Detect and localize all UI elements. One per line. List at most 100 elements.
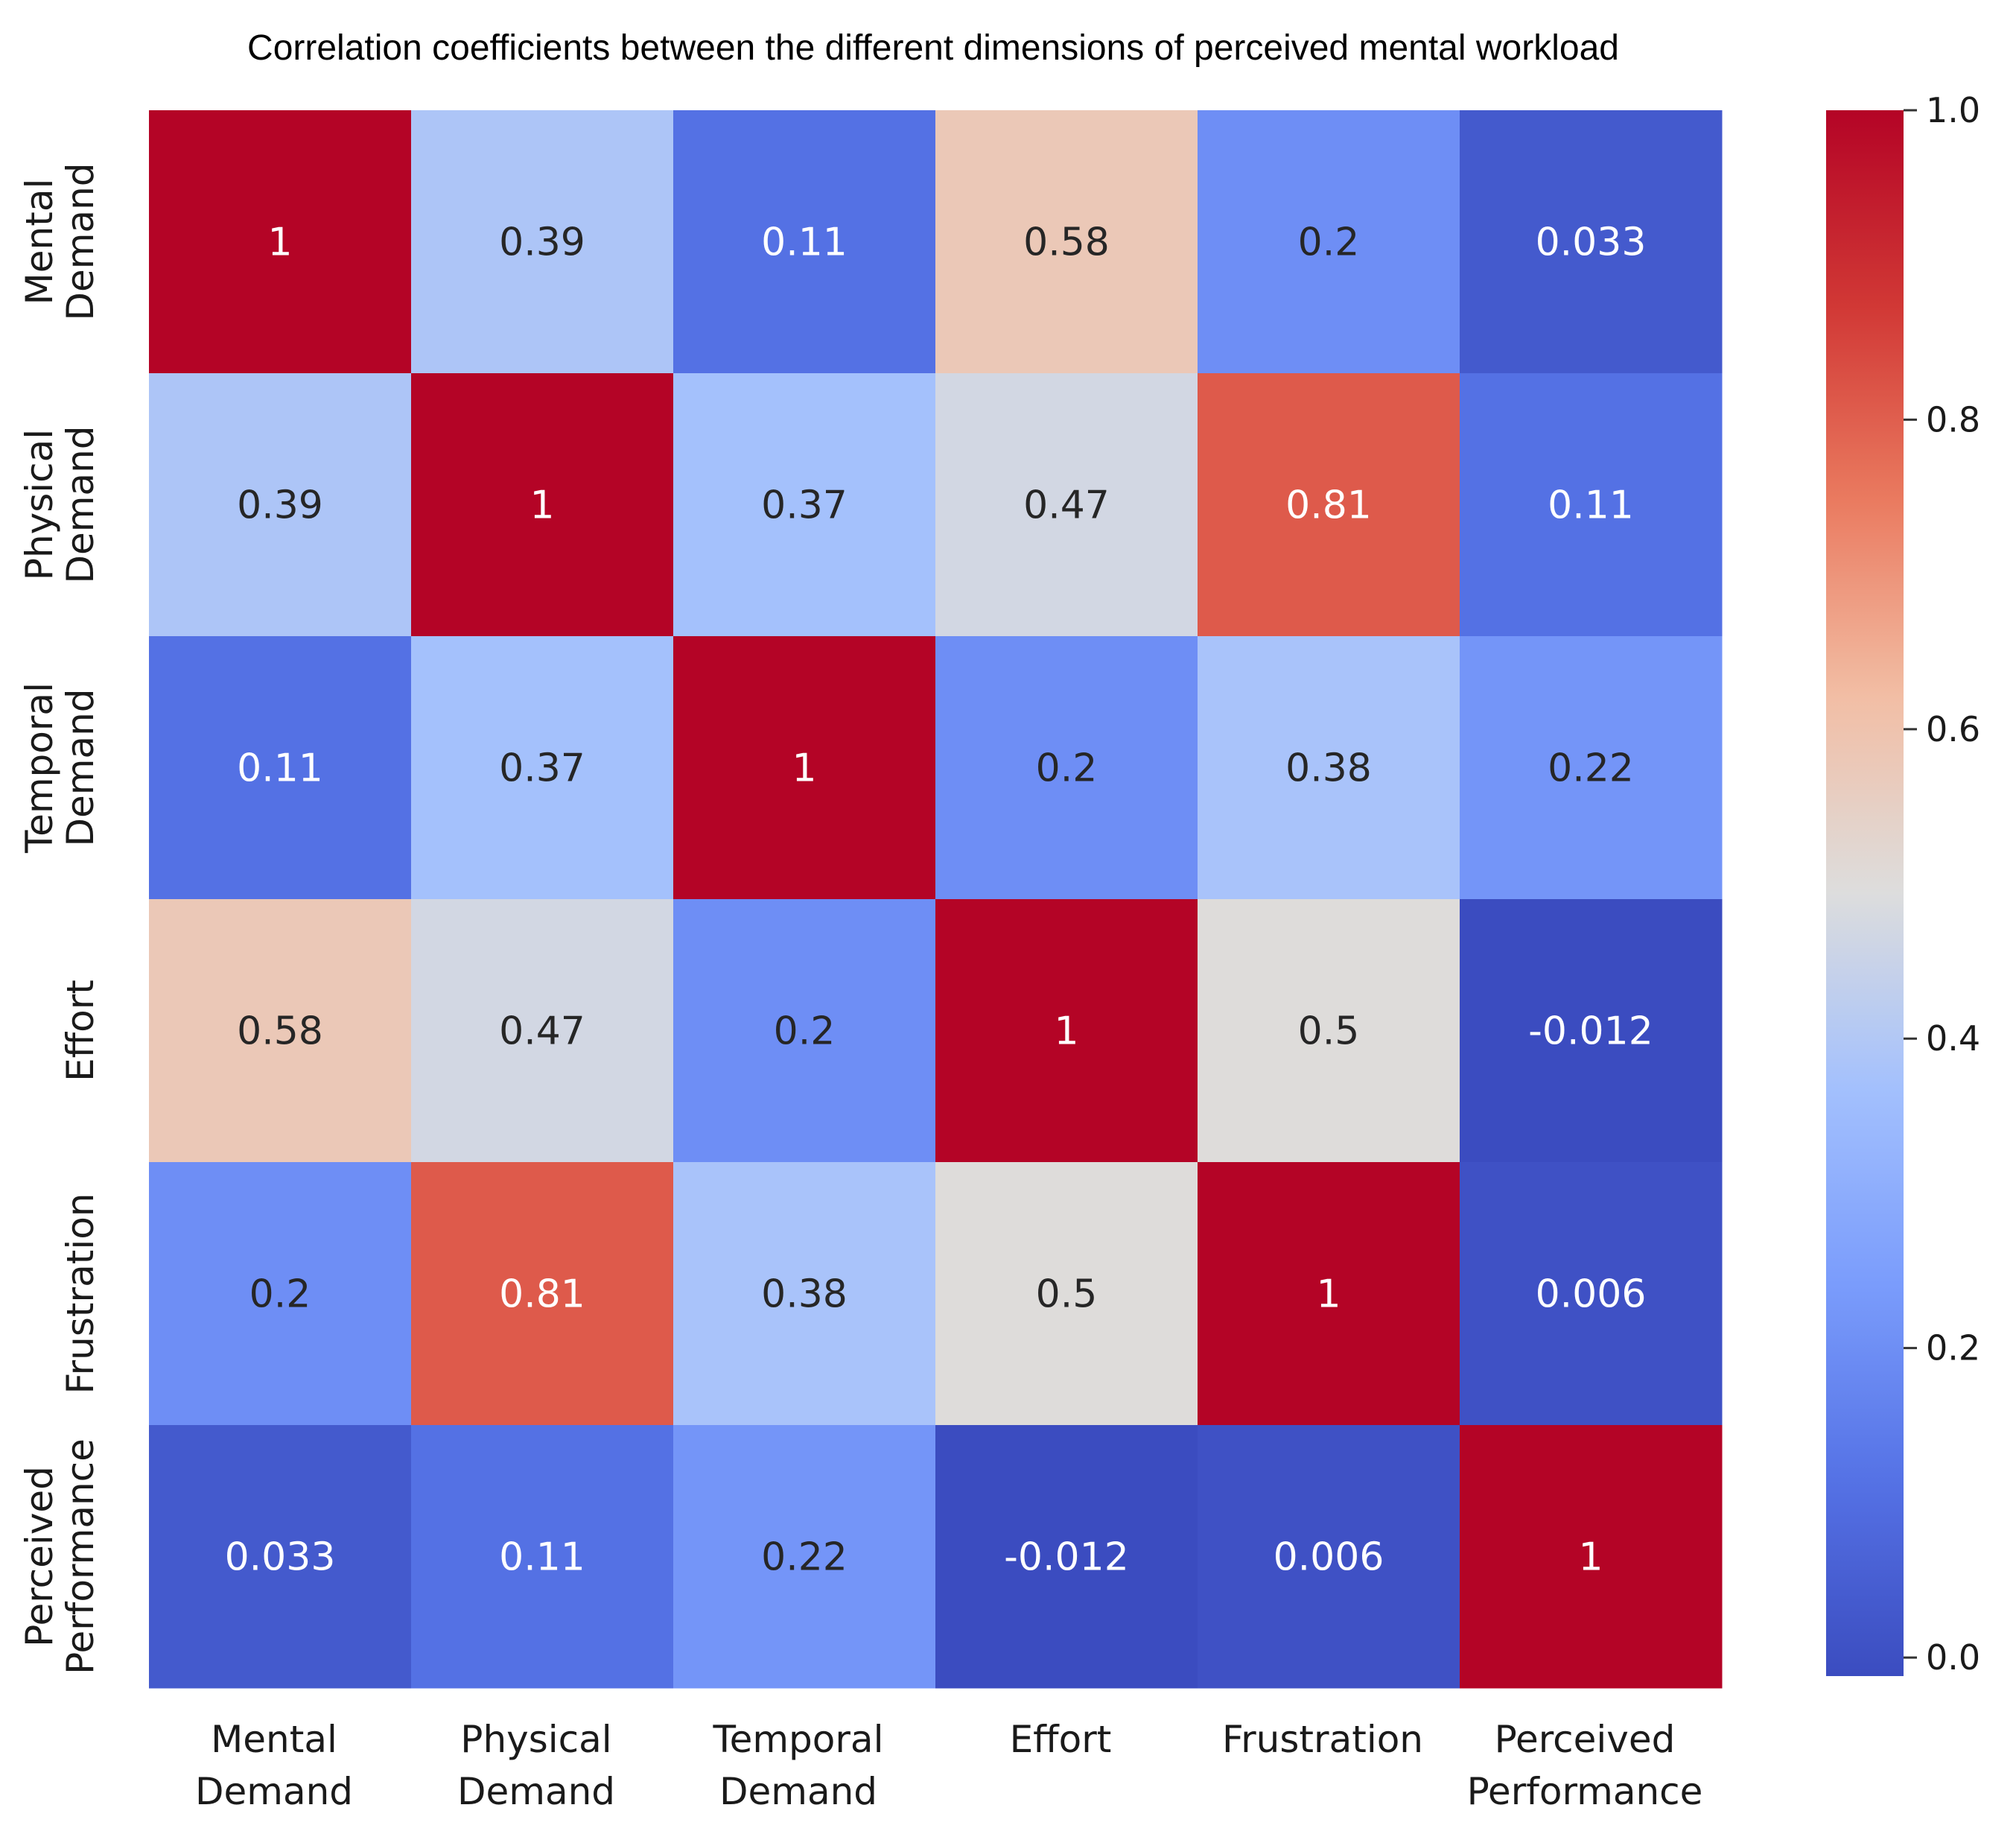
column-label-line: Mental bbox=[211, 1718, 337, 1761]
heatmap-cell bbox=[411, 636, 674, 900]
heatmap-cell bbox=[1460, 110, 1723, 374]
colorbar-tick-label: 0.6 bbox=[1926, 709, 1980, 749]
cell-value-label: 0.006 bbox=[1273, 1535, 1384, 1580]
cell-value-label: 0.5 bbox=[1298, 1009, 1360, 1054]
cell-value-label: 0.5 bbox=[1036, 1272, 1098, 1317]
column-label: Mental Demand bbox=[195, 1718, 353, 1813]
heatmap-cell bbox=[149, 636, 412, 900]
cell-value-label: 0.38 bbox=[761, 1272, 848, 1317]
heatmap-cell bbox=[149, 1162, 412, 1426]
heatmap-cell bbox=[673, 899, 936, 1163]
column-label-line: Demand bbox=[195, 1770, 353, 1813]
column-label: Frustration bbox=[1222, 1718, 1423, 1761]
colorbar-tick-label: 0.0 bbox=[1926, 1637, 1980, 1678]
row-label-line: Frustration bbox=[59, 1193, 102, 1395]
row-label-line: Physical bbox=[18, 429, 61, 580]
cell-value-label: 1 bbox=[1054, 1009, 1078, 1054]
heatmap-cell bbox=[935, 373, 1198, 637]
cell-value-label: 0.2 bbox=[1298, 220, 1360, 265]
cell-value-label: 0.37 bbox=[761, 483, 848, 528]
colorbar: 0.0 0.2 0.4 0.6 0.8 1.0 bbox=[1826, 90, 1980, 1678]
column-label-line: Performance bbox=[1467, 1770, 1703, 1813]
cell-value-label: 0.033 bbox=[225, 1535, 336, 1580]
column-axis-labels: Mental Demand Physical Demand Temporal Demand… bbox=[195, 1718, 1702, 1813]
row-label: Effort bbox=[59, 980, 102, 1082]
cell-value-label: 1 bbox=[1316, 1272, 1341, 1317]
heatmap-cell bbox=[1198, 1425, 1460, 1689]
cell-value-label: 0.11 bbox=[499, 1535, 585, 1580]
cell-value-label: 0.39 bbox=[237, 483, 323, 528]
heatmap-cell bbox=[411, 373, 674, 637]
cell-value-label: 0.033 bbox=[1536, 220, 1647, 265]
heatmap-cell bbox=[1460, 373, 1723, 637]
cell-value-label: 0.39 bbox=[499, 220, 585, 265]
cell-value-label: 0.11 bbox=[761, 220, 848, 265]
heatmap-cell bbox=[149, 899, 412, 1163]
row-label-line: Performance bbox=[59, 1438, 102, 1675]
column-label: Physical Demand bbox=[457, 1718, 615, 1813]
cell-value-label: 1 bbox=[792, 746, 816, 791]
cell-value-label: 1 bbox=[1578, 1535, 1603, 1580]
colorbar-tick-label: 0.8 bbox=[1926, 399, 1980, 440]
heatmap-cell bbox=[1198, 373, 1460, 637]
colorbar-tick-label: 1.0 bbox=[1926, 90, 1980, 130]
cell-value-label: 0.11 bbox=[237, 746, 323, 791]
row-label-line: Demand bbox=[59, 162, 102, 320]
heatmap-cell bbox=[411, 1162, 674, 1426]
cell-value-label: 1 bbox=[267, 220, 292, 265]
heatmap-cell bbox=[411, 1425, 674, 1689]
heatmap-cell bbox=[673, 1425, 936, 1689]
chart-title: Correlation coefficients between the dif… bbox=[247, 28, 1619, 68]
column-label-line: Temporal bbox=[713, 1718, 884, 1761]
column-label: Perceived Performance bbox=[1467, 1718, 1703, 1813]
cell-value-label: 0.38 bbox=[1285, 746, 1372, 791]
heatmap-cell bbox=[673, 636, 936, 900]
row-label-line: Effort bbox=[59, 980, 102, 1082]
cell-value-label: -0.012 bbox=[1528, 1009, 1653, 1054]
cell-value-label: 0.2 bbox=[774, 1009, 836, 1054]
heatmap-cell bbox=[1198, 636, 1460, 900]
heatmap-cell bbox=[935, 1425, 1198, 1689]
row-label-line: Demand bbox=[59, 425, 102, 583]
cell-value-label: 0.006 bbox=[1536, 1272, 1647, 1317]
heatmap-cell bbox=[1198, 110, 1460, 374]
row-label: Frustration bbox=[59, 1193, 102, 1395]
heatmap-cell bbox=[1198, 1162, 1460, 1426]
cell-value-label: 0.22 bbox=[761, 1535, 848, 1580]
cell-value-label: 0.47 bbox=[1023, 483, 1110, 528]
heatmap-cell bbox=[935, 110, 1198, 374]
column-label-line: Frustration bbox=[1222, 1718, 1423, 1761]
heatmap-cell bbox=[1198, 899, 1460, 1163]
heatmap-cell bbox=[149, 110, 412, 374]
cell-value-label: 0.2 bbox=[1036, 746, 1098, 791]
heatmap-cell bbox=[673, 373, 936, 637]
column-label-line: Demand bbox=[719, 1770, 877, 1813]
heatmap-cell bbox=[411, 899, 674, 1163]
column-label-line: Effort bbox=[1010, 1718, 1112, 1761]
cell-value-label: 0.81 bbox=[1285, 483, 1372, 528]
cell-value-label: 0.58 bbox=[237, 1009, 323, 1054]
heatmap-cell bbox=[149, 373, 412, 637]
row-label-line: Temporal bbox=[18, 682, 61, 854]
cell-value-label: 0.47 bbox=[499, 1009, 585, 1054]
colorbar-tick-label: 0.4 bbox=[1926, 1018, 1980, 1059]
column-label-line: Perceived bbox=[1495, 1718, 1676, 1761]
colorbar-gradient bbox=[1826, 110, 1904, 1676]
heatmap-cell bbox=[1460, 636, 1723, 900]
column-label-line: Physical bbox=[460, 1718, 611, 1761]
heatmap-cell bbox=[935, 636, 1198, 900]
heatmap-cell bbox=[1460, 899, 1723, 1163]
heatmap-cell bbox=[1460, 1162, 1723, 1426]
column-label-line: Demand bbox=[457, 1770, 615, 1813]
heatmap-cell bbox=[411, 110, 674, 374]
column-label: Temporal Demand bbox=[713, 1718, 884, 1813]
row-label-line: Perceived bbox=[18, 1466, 61, 1647]
heatmap-cell bbox=[935, 899, 1198, 1163]
cell-value-label: 0.81 bbox=[499, 1272, 585, 1317]
colorbar-tick-label: 0.2 bbox=[1926, 1328, 1980, 1368]
cell-value-label: 1 bbox=[530, 483, 554, 528]
